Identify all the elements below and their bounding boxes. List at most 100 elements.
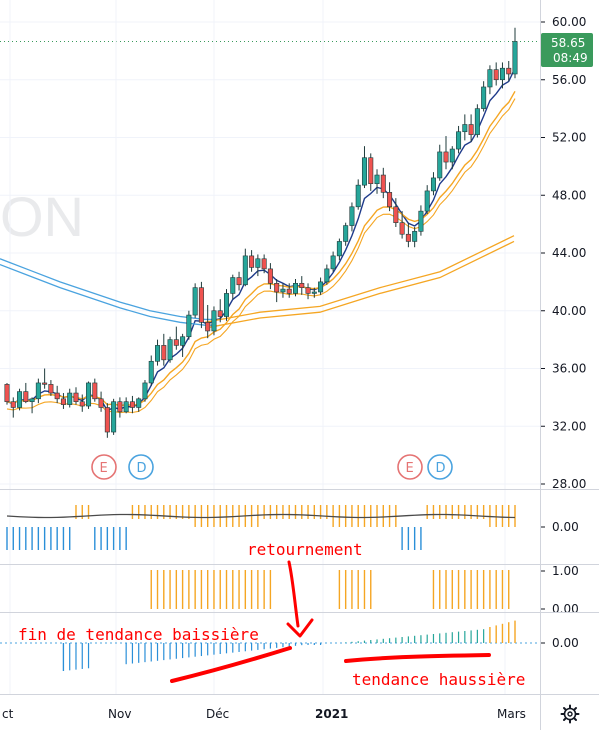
candle[interactable] [4,384,10,403]
candle[interactable] [393,206,399,223]
candle[interactable] [217,310,223,317]
candle[interactable] [86,382,92,407]
candle[interactable] [456,131,462,150]
candle[interactable] [10,401,16,408]
candle[interactable] [286,288,292,294]
candle[interactable] [280,288,286,293]
candle[interactable] [368,157,374,184]
candle[interactable] [292,283,298,294]
candle[interactable] [481,86,487,109]
candle[interactable] [430,177,436,192]
price-tick-label: 44.00 [552,246,586,260]
candle[interactable] [236,277,242,286]
candle[interactable] [136,398,142,408]
candle[interactable] [117,401,123,413]
candle[interactable] [230,277,236,294]
candle[interactable] [29,398,35,403]
bar-countdown: 08:49 [553,51,588,65]
candle[interactable] [349,206,355,226]
candle[interactable] [405,233,411,242]
last-price-tag: 58.65 08:49 [541,33,593,67]
candle[interactable] [54,392,60,400]
candle[interactable] [336,241,342,257]
candle[interactable] [506,67,512,75]
candle[interactable] [512,41,518,75]
candle[interactable] [387,192,393,208]
candle[interactable] [17,391,23,408]
candle[interactable] [343,225,349,242]
candle[interactable] [318,281,324,293]
candle[interactable] [148,360,154,384]
earnings-event-marker[interactable]: E [91,454,117,480]
candle[interactable] [412,231,418,242]
pane-tick-label: 0.00 [552,602,579,616]
candle[interactable] [180,336,186,346]
candle[interactable] [255,258,261,268]
downtrend-underline [170,646,292,683]
candle[interactable] [35,382,41,400]
candle[interactable] [142,382,148,400]
candle[interactable] [242,255,248,286]
candle[interactable] [23,391,29,403]
candle[interactable] [499,67,505,81]
candle[interactable] [167,339,173,361]
candle[interactable] [98,398,104,408]
candle[interactable] [493,69,499,81]
candle[interactable] [299,283,305,288]
candle[interactable] [129,401,135,408]
candle[interactable] [324,268,330,283]
candle[interactable] [305,287,311,294]
candle[interactable] [60,398,66,405]
candle[interactable] [79,401,85,407]
ema-long-orange-line-2 [204,240,515,329]
candle[interactable] [224,293,230,317]
candle[interactable] [161,345,167,361]
candle[interactable] [355,184,361,208]
candle[interactable] [449,148,455,163]
candle[interactable] [424,190,430,212]
candle[interactable] [462,124,468,133]
candle[interactable] [468,124,474,135]
time-tick-label: Mars [497,707,526,721]
candle[interactable] [311,291,317,294]
candle[interactable] [249,255,255,268]
candle[interactable] [330,255,336,270]
reversal-arrow-shaft [287,560,300,628]
candle[interactable] [374,174,380,185]
candle[interactable] [437,151,443,179]
candle[interactable] [186,314,192,338]
candle[interactable] [487,69,493,88]
price-tick-label: 48.00 [552,188,586,202]
candle[interactable] [198,287,204,323]
candle[interactable] [155,345,161,362]
candle[interactable] [211,310,217,332]
candle[interactable] [267,268,273,284]
candle[interactable] [123,401,129,413]
candle[interactable] [42,382,48,385]
ema-fast-line [6,67,516,412]
earnings-event-marker[interactable]: E [397,454,423,480]
chart-settings-button[interactable] [557,702,583,726]
candle[interactable] [443,151,449,163]
dividend-event-marker[interactable]: D [427,454,453,480]
time-tick-label: 2021 [315,707,348,721]
candle[interactable] [48,384,54,394]
candle[interactable] [380,174,386,193]
ema-long-line-2 [0,263,215,326]
candle[interactable] [173,339,179,346]
candle[interactable] [92,382,98,400]
candle[interactable] [67,392,73,405]
dividend-event-marker[interactable]: D [128,454,154,480]
candle[interactable] [73,392,79,403]
candle[interactable] [104,407,110,433]
candle[interactable] [192,287,198,316]
candle[interactable] [111,401,117,433]
candle[interactable] [361,157,367,186]
candle[interactable] [205,321,211,332]
candle[interactable] [418,210,424,232]
candle[interactable] [399,222,405,235]
candle[interactable] [474,108,480,135]
candle[interactable] [274,283,280,293]
candle[interactable] [261,258,267,270]
